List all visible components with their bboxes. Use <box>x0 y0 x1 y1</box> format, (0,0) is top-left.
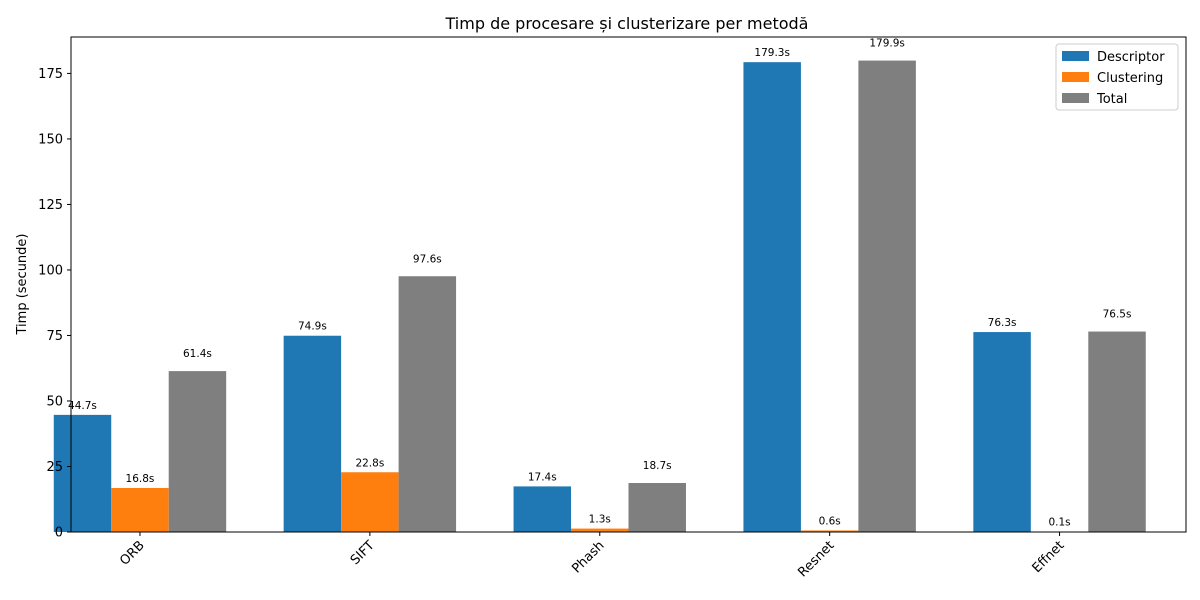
data-label-total-resnet: 179.9s <box>869 38 905 50</box>
bar-descriptor-orb <box>53 414 112 532</box>
bar-total-phash <box>628 483 686 532</box>
data-label-clustering-orb: 16.8s <box>126 473 155 485</box>
data-label-total-sift: 97.6s <box>413 253 442 265</box>
data-label-total-orb: 61.4s <box>183 348 212 360</box>
y-tick-label: 100 <box>38 263 63 278</box>
y-tick-label: 50 <box>46 394 63 409</box>
y-tick-label: 0 <box>55 526 63 541</box>
bar-total-effnet <box>1088 331 1146 532</box>
legend-swatch-total <box>1062 93 1089 103</box>
y-axis-label: Timp (secunde) <box>15 234 30 336</box>
data-label-clustering-resnet: 0.6s <box>819 515 841 527</box>
bar-descriptor-sift <box>283 335 342 532</box>
bar-total-orb <box>168 371 227 532</box>
legend: Descriptor Clustering Total <box>1055 43 1179 111</box>
data-label-descriptor-resnet: 179.3s <box>754 47 790 59</box>
x-tick-label-resnet: Resnet <box>795 538 837 580</box>
x-tick-label-effnet: Effnet <box>1030 538 1068 576</box>
legend-label-descriptor: Descriptor <box>1097 50 1165 65</box>
bar-clustering-orb <box>111 487 169 532</box>
bar-clustering-sift <box>341 472 399 532</box>
bar-total-resnet <box>858 60 916 532</box>
x-tick-label-sift: SIFT <box>348 538 378 568</box>
bar-clustering-phash <box>571 528 629 532</box>
data-label-clustering-sift: 22.8s <box>355 457 384 469</box>
plot-frame <box>70 36 1187 533</box>
y-tick-label: 175 <box>38 67 63 82</box>
data-label-total-phash: 18.7s <box>643 460 672 472</box>
y-tick-label: 25 <box>46 460 63 475</box>
x-tick-label-phash: Phash <box>569 538 607 576</box>
x-tick-label-orb: ORB <box>117 538 148 569</box>
bar-descriptor-phash <box>513 486 572 532</box>
bars-layer <box>53 60 1146 532</box>
chart-title: Timp de procesare și clusterizare per me… <box>445 14 809 33</box>
y-tick-label: 75 <box>46 329 63 344</box>
legend-label-total: Total <box>1096 92 1127 107</box>
legend-swatch-clustering <box>1062 72 1089 82</box>
data-label-descriptor-sift: 74.9s <box>298 321 327 333</box>
y-tick-label: 125 <box>38 198 63 213</box>
legend-swatch-descriptor <box>1062 51 1089 61</box>
data-label-clustering-effnet: 0.1s <box>1048 517 1070 529</box>
data-label-total-effnet: 76.5s <box>1103 309 1132 321</box>
bar-clustering-resnet <box>800 530 859 532</box>
data-labels-layer: 44.7s 74.9s 17.4s 179.3s 76.3s 16.8s 22.8s 1.3s… <box>68 38 1131 529</box>
data-label-descriptor-effnet: 76.3s <box>988 317 1017 329</box>
y-tick-label: 150 <box>38 132 63 147</box>
bar-descriptor-resnet <box>743 62 801 532</box>
data-label-descriptor-orb: 44.7s <box>68 400 97 412</box>
data-label-descriptor-phash: 17.4s <box>528 471 557 483</box>
bar-descriptor-effnet <box>973 332 1031 532</box>
data-label-clustering-phash: 1.3s <box>589 514 611 526</box>
bar-total-sift <box>398 276 457 532</box>
legend-label-clustering: Clustering <box>1097 71 1163 86</box>
